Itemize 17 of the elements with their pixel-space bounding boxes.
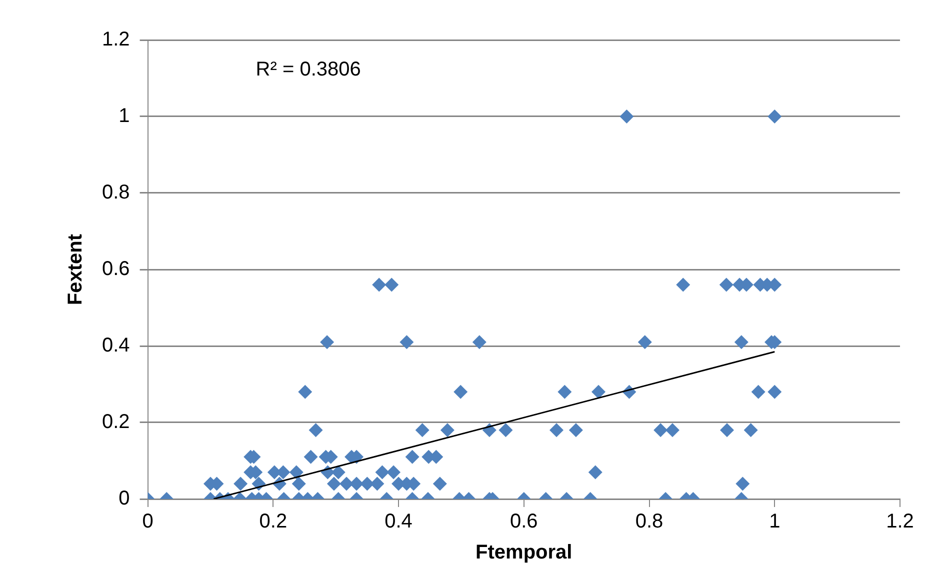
annotation: R² = 0.3806 (256, 58, 361, 81)
y-tick-label: 0.2 (102, 411, 130, 434)
x-tick-label: 1.2 (886, 510, 914, 533)
y-tick-label: 0.4 (102, 334, 130, 357)
x-tick-label: 0.4 (384, 510, 412, 533)
x-tick-label: 0 (142, 510, 154, 533)
x-tick-label: 0.2 (259, 510, 288, 533)
y-axis-title: Fextent (64, 234, 87, 306)
y-tick-label: 0.8 (102, 182, 130, 204)
x-tick-label: 0.8 (635, 510, 664, 533)
x-tick-label: 1 (769, 510, 780, 533)
x-axis-title: Ftemporal (476, 542, 572, 564)
y-tick-label: 0.6 (102, 258, 130, 280)
y-tick-label: 1.2 (102, 28, 130, 51)
x-tick-label: 0.6 (510, 510, 538, 533)
y-tick-label: 1 (118, 105, 130, 128)
y-tick-label: 0 (118, 488, 130, 510)
